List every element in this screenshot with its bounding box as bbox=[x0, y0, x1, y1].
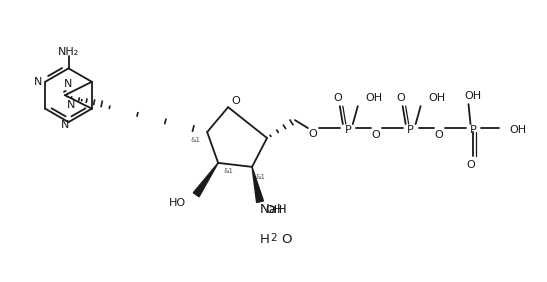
Polygon shape bbox=[252, 167, 264, 202]
Text: &1: &1 bbox=[255, 174, 265, 180]
Text: HO: HO bbox=[169, 198, 186, 208]
Text: O: O bbox=[232, 96, 241, 106]
Text: O: O bbox=[434, 130, 443, 140]
Text: O: O bbox=[466, 160, 475, 170]
Text: O: O bbox=[334, 93, 342, 103]
Text: OH: OH bbox=[464, 91, 481, 101]
Text: NaH: NaH bbox=[260, 203, 287, 216]
Text: OH: OH bbox=[366, 93, 383, 103]
Text: O: O bbox=[282, 233, 292, 246]
Text: N: N bbox=[61, 120, 69, 130]
Text: P: P bbox=[470, 125, 477, 135]
Text: H: H bbox=[260, 233, 270, 246]
Text: N: N bbox=[63, 79, 72, 89]
Text: 2: 2 bbox=[271, 233, 277, 243]
Text: &1: &1 bbox=[223, 168, 233, 174]
Polygon shape bbox=[193, 163, 218, 197]
Text: OH: OH bbox=[429, 93, 446, 103]
Text: NH₂: NH₂ bbox=[58, 47, 79, 58]
Text: OH: OH bbox=[509, 125, 527, 135]
Text: O: O bbox=[396, 93, 405, 103]
Text: &1: &1 bbox=[190, 137, 200, 143]
Text: P: P bbox=[408, 125, 414, 135]
Text: P: P bbox=[345, 125, 351, 135]
Text: OH: OH bbox=[265, 205, 282, 215]
Text: N: N bbox=[34, 77, 43, 87]
Text: O: O bbox=[309, 129, 317, 139]
Text: O: O bbox=[371, 130, 380, 140]
Text: N: N bbox=[67, 100, 75, 110]
